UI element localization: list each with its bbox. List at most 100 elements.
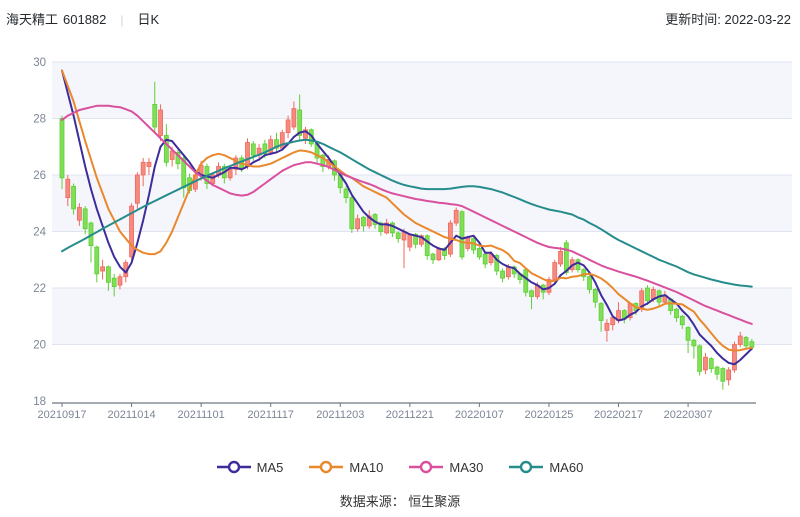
- candle-20220214[interactable]: [598, 303, 604, 321]
- candle-20211124[interactable]: [297, 109, 303, 136]
- candle-20211227[interactable]: [430, 253, 436, 261]
- x-axis-label: 20220107: [455, 409, 504, 421]
- candle-20211111[interactable]: [245, 142, 250, 167]
- candle-20211015[interactable]: [134, 174, 140, 204]
- candle-20220322[interactable]: [749, 341, 755, 348]
- candle-20211118[interactable]: [274, 139, 279, 149]
- candle-20211208[interactable]: [355, 218, 361, 230]
- candle-20211019[interactable]: [146, 161, 152, 167]
- candle-20220120[interactable]: [529, 290, 534, 297]
- candle-20220128[interactable]: [563, 242, 569, 273]
- candle-20210923[interactable]: [71, 185, 76, 210]
- candle-20211112[interactable]: [250, 143, 256, 156]
- candle-20220110[interactable]: [482, 253, 488, 265]
- candle-20211209[interactable]: [361, 216, 366, 227]
- candle-20211125[interactable]: [303, 129, 308, 139]
- x-axis-label: 20211101: [177, 409, 224, 421]
- candle-20220210[interactable]: [587, 276, 592, 290]
- candle-20210927[interactable]: [82, 208, 88, 230]
- candle-20211231[interactable]: [453, 209, 459, 224]
- candle-20220104[interactable]: [459, 211, 465, 258]
- candle-20211012[interactable]: [117, 276, 123, 286]
- candle-20211207[interactable]: [349, 197, 355, 230]
- x-axis-label: 20220125: [524, 409, 573, 421]
- candle-20220307[interactable]: [685, 327, 691, 341]
- tab-daily-k[interactable]: 日K: [137, 12, 160, 27]
- candle-20220208[interactable]: [575, 259, 581, 271]
- candle-20220316[interactable]: [726, 369, 732, 381]
- legend-item-ma10[interactable]: MA10: [309, 460, 383, 475]
- candle-20220224[interactable]: [645, 287, 650, 302]
- candle-20211130[interactable]: [320, 154, 326, 167]
- kline-chart[interactable]: 18 20 22 24 26 28 30 20210917 20211014 20211101 20…: [0, 0, 800, 448]
- candle-20220119[interactable]: [523, 269, 529, 293]
- candle-20211206[interactable]: [343, 188, 349, 199]
- candle-20220317[interactable]: [732, 344, 737, 371]
- candle-20211018[interactable]: [140, 161, 146, 176]
- candle-20220308[interactable]: [691, 339, 697, 347]
- candle-20211215[interactable]: [384, 222, 390, 234]
- candle-20210930[interactable]: [100, 266, 105, 272]
- candle-20211214[interactable]: [378, 222, 384, 232]
- candle-20220314[interactable]: [714, 366, 720, 375]
- candle-20211210[interactable]: [366, 215, 372, 227]
- x-axis-label: 20210917: [38, 409, 87, 421]
- candle-20220211[interactable]: [592, 289, 598, 303]
- candle-20220209[interactable]: [581, 269, 587, 278]
- candle-20220107[interactable]: [476, 248, 482, 258]
- legend-item-ma60[interactable]: MA60: [509, 460, 583, 475]
- candle-20211117[interactable]: [268, 139, 274, 153]
- candle-20210922[interactable]: [65, 178, 71, 199]
- candle-20211122[interactable]: [285, 119, 291, 134]
- candle-20211014[interactable]: [129, 205, 134, 258]
- candle-20211020[interactable]: [152, 103, 158, 128]
- candle-20210917[interactable]: [59, 118, 65, 179]
- x-axis-label: 20211203: [316, 409, 364, 421]
- candle-20211224[interactable]: [424, 235, 430, 256]
- candle-20220304[interactable]: [679, 315, 685, 326]
- candle-20220309[interactable]: [697, 345, 703, 372]
- candle-20211008[interactable]: [105, 266, 111, 283]
- candle-20211103[interactable]: [210, 174, 216, 184]
- legend-marker-icon: [216, 460, 251, 474]
- candle-20211108[interactable]: [227, 168, 233, 179]
- candle-20220215[interactable]: [604, 322, 610, 331]
- legend-label: MA60: [549, 459, 584, 475]
- candle-20211222[interactable]: [413, 233, 419, 245]
- candle-20220321[interactable]: [743, 337, 749, 347]
- ma-line-ma10: [61, 69, 753, 352]
- candle-20220303[interactable]: [674, 308, 679, 319]
- candle-20220126[interactable]: [552, 262, 558, 280]
- y-axis-label: 18: [33, 396, 46, 408]
- candle-20220311[interactable]: [708, 358, 714, 369]
- candle-20211221[interactable]: [407, 233, 413, 248]
- legend-item-ma30[interactable]: MA30: [409, 460, 483, 475]
- candle-20220113[interactable]: [500, 270, 505, 279]
- candle-20211021[interactable]: [158, 109, 163, 136]
- candle-20220112[interactable]: [494, 255, 500, 272]
- candle-20211022[interactable]: [163, 135, 169, 163]
- candle-20210929[interactable]: [94, 246, 100, 275]
- x-axis-label: 20211117: [247, 409, 294, 421]
- candle-20211228[interactable]: [436, 248, 442, 261]
- chart-header: 海天精工 601882 | 日K 更新时间: 2022-03-22: [0, 0, 800, 30]
- candle-20220127[interactable]: [558, 250, 563, 265]
- candle-20220315[interactable]: [720, 368, 726, 382]
- candle-20211011[interactable]: [111, 277, 117, 287]
- ma-line-ma5: [61, 69, 753, 366]
- candle-20210924[interactable]: [76, 207, 82, 221]
- update-time: 更新时间: 2022-03-22: [665, 12, 791, 27]
- candle-20211223[interactable]: [419, 235, 424, 245]
- candle-20220114[interactable]: [505, 266, 511, 278]
- ma-line-ma30: [61, 104, 753, 325]
- candle-20211123[interactable]: [291, 108, 297, 128]
- candle-20220310[interactable]: [703, 356, 708, 371]
- candle-20220216[interactable]: [610, 317, 616, 326]
- candle-20211116[interactable]: [262, 143, 268, 155]
- legend-item-ma5[interactable]: MA5: [216, 460, 283, 475]
- candle-20211119[interactable]: [279, 132, 285, 149]
- candle-20211217[interactable]: [395, 232, 401, 239]
- candle-20211216[interactable]: [390, 222, 395, 234]
- candle-20220318[interactable]: [737, 335, 743, 345]
